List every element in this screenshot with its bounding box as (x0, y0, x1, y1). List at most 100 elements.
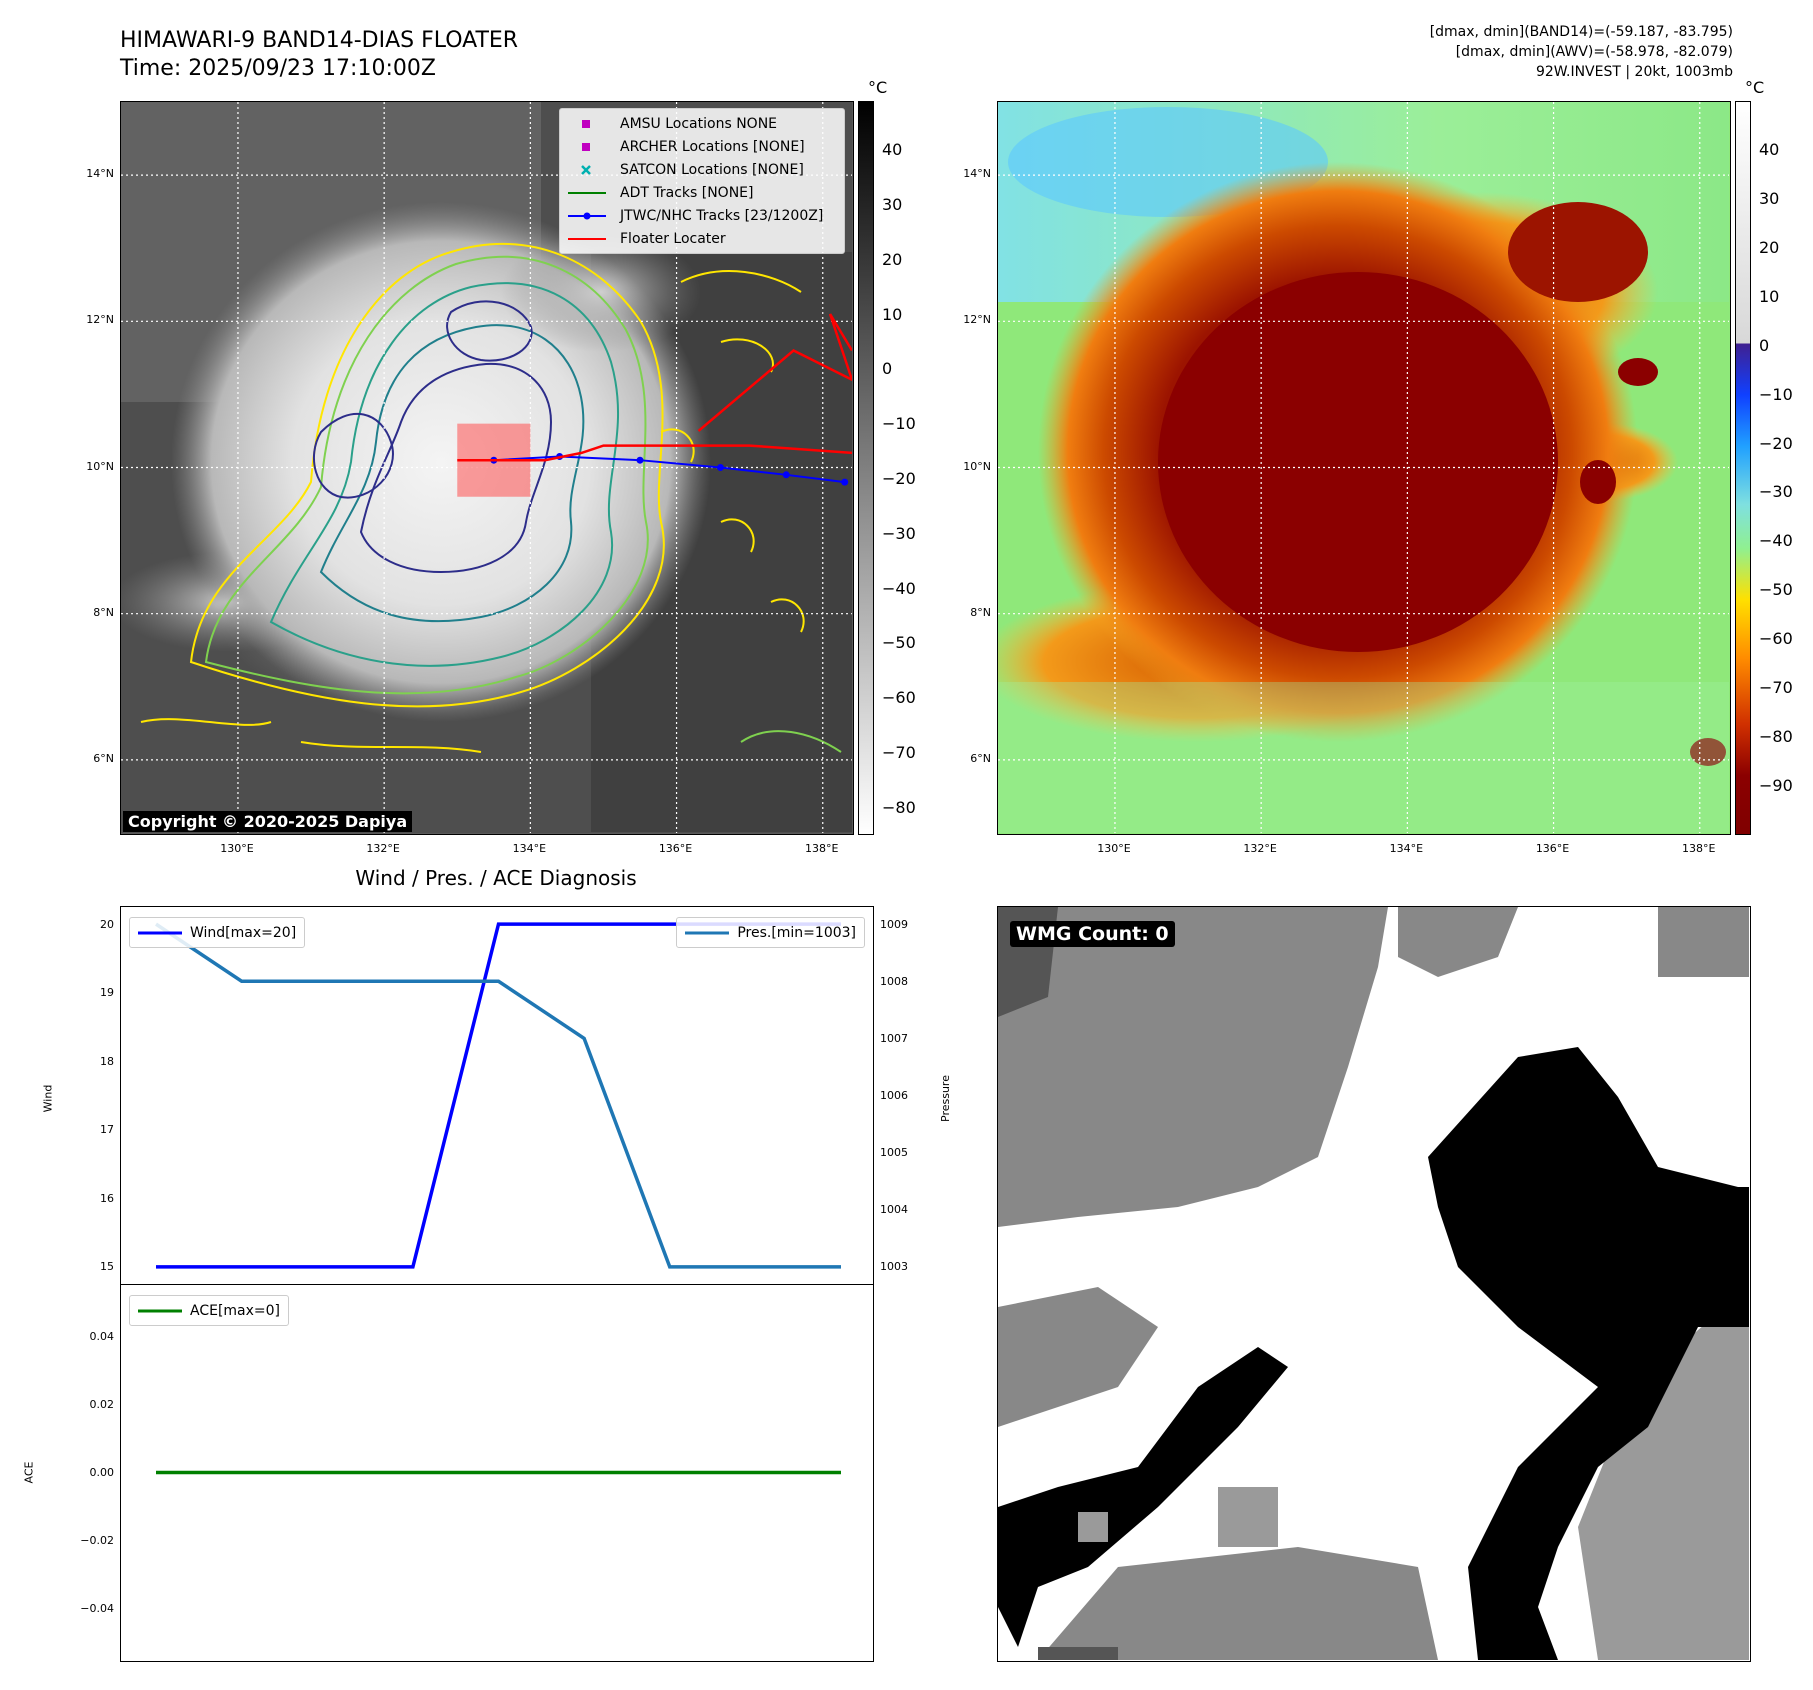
chart-title: HIMAWARI-9 BAND14-DIAS FLOATER (120, 28, 519, 53)
ir-legend-item-4: JTWC/NHC Tracks [23/1200Z] (560, 204, 844, 227)
ir-lon-tick-0: 130°E (220, 842, 254, 855)
awv-colorbar-tick-7: −30 (1759, 482, 1793, 502)
wind-pressure-panel: Wind[max=20] Pres.[min=1003] (120, 906, 874, 1286)
ir-colorbar-tick-1: 30 (882, 195, 903, 215)
ir-legend-label-5: Floater Locater (620, 230, 726, 247)
ace-legend-line (138, 1309, 182, 1312)
awv-colorbar-tick-11: −70 (1759, 678, 1793, 698)
ir-lon-tick-3: 136°E (658, 842, 693, 855)
ir-legend-item-2: SATCON Locations [NONE] (560, 158, 844, 181)
jtwc-track-point-3 (716, 464, 724, 471)
jtwc-track-line (493, 455, 845, 484)
awv-colorbar-tick-4: 0 (1759, 335, 1770, 355)
awv-colorbar-tick-10: −60 (1759, 629, 1793, 649)
ir-legend-marker-5 (568, 237, 606, 240)
ace-panel: ACE[max=0] (120, 1284, 874, 1662)
ir-colorbar-tick-0: 40 (882, 140, 903, 160)
ir-legend-label-0: AMSU Locations NONE (620, 115, 778, 132)
floater-track-line (457, 444, 852, 462)
awv-lon-tick-3: 136°E (1535, 842, 1570, 855)
awv-lon-tick-1: 132°E (1243, 842, 1277, 855)
ir-colorbar-tick-11: −70 (882, 742, 916, 762)
wind-tick-3: 17 (100, 1123, 114, 1137)
wind-tick-1: 19 (100, 986, 114, 1000)
pressure-axis-label: Pressure (938, 1075, 952, 1122)
ir-lat-tick-2: 10°N (86, 459, 114, 473)
pressure-series-line (155, 922, 841, 1269)
ace-legend: ACE[max=0] (129, 1295, 290, 1326)
pressure-tick-5: 1004 (880, 1203, 908, 1217)
ir-colorbar-tick-9: −50 (882, 633, 916, 653)
ir-legend-item-3: ADT Tracks [NONE] (560, 181, 844, 204)
awv-colorbar-unit: °C (1745, 78, 1765, 97)
ir-legend-marker-4 (568, 212, 606, 219)
wind-legend-label: Wind[max=20] (190, 924, 297, 941)
awv-colorbar-tick-9: −50 (1759, 580, 1793, 600)
awv-lon-tick-4: 138°E (1682, 842, 1716, 855)
wmg-imagery (998, 907, 1749, 1660)
ir-legend-marker-1 (582, 142, 590, 151)
awv-lat-tick-3: 8°N (970, 605, 991, 619)
wind-tick-5: 15 (100, 1260, 114, 1274)
ir-lon-tick-1: 132°E (366, 842, 400, 855)
ir-colorbar-tick-8: −40 (882, 578, 916, 598)
jtwc-track-point-5 (841, 478, 849, 486)
awv-panel (997, 101, 1731, 835)
awv-colorbar-tick-13: −90 (1759, 776, 1793, 796)
ir-lat-tick-4: 6°N (93, 751, 114, 765)
awv-colorbar-tick-3: 10 (1759, 286, 1780, 306)
pressure-tick-4: 1005 (880, 1146, 908, 1160)
ace-tick-0: 0.04 (89, 1329, 115, 1343)
copyright-label: Copyright © 2020-2025 Dapiya (123, 811, 413, 832)
chart-time: Time: 2025/09/23 17:10:00Z (120, 56, 436, 81)
ir-legend-item-0: AMSU Locations NONE (560, 112, 844, 135)
wmg-count-badge: WMG Count: 0 (1010, 921, 1175, 947)
ace-tick-4: −0.04 (80, 1602, 114, 1616)
ir-legend-label-1: ARCHER Locations [NONE] (620, 138, 805, 155)
ir-colorbar-tick-12: −80 (882, 797, 916, 817)
ir-lon-tick-4: 138°E (805, 842, 839, 855)
floater-track-branch (697, 313, 852, 432)
ir-colorbar-tick-4: 0 (882, 359, 893, 379)
ir-colorbar-tick-2: 20 (882, 249, 903, 269)
jtwc-track-point-4 (782, 471, 790, 479)
ir-satellite-panel: AMSU Locations NONE ARCHER Locations [NON… (120, 101, 854, 835)
ir-colorbar-tick-10: −60 (882, 688, 916, 708)
ace-plot (156, 1470, 841, 1475)
ir-lat-tick-3: 8°N (93, 605, 114, 619)
awv-lat-tick-0: 14°N (963, 167, 991, 181)
awv-lat-tick-1: 12°N (963, 313, 991, 327)
awv-colorbar-tick-5: −10 (1759, 384, 1793, 404)
ace-tick-3: −0.02 (80, 1534, 114, 1548)
ir-legend: AMSU Locations NONE ARCHER Locations [NON… (559, 108, 845, 254)
storm-info: 92W.INVEST | 20kt, 1003mb (1535, 64, 1733, 80)
wind-tick-0: 20 (100, 917, 114, 931)
pressure-tick-6: 1003 (880, 1260, 908, 1274)
awv-colorbar-tick-0: 40 (1759, 139, 1780, 159)
pressure-tick-0: 1009 (880, 917, 908, 931)
ir-legend-label-3: ADT Tracks [NONE] (620, 184, 754, 201)
ace-legend-label: ACE[max=0] (190, 1302, 281, 1319)
wind-pressure-plot (155, 922, 841, 1269)
ir-legend-item-5: Floater Locater (560, 227, 844, 250)
ir-colorbar-tick-3: 10 (882, 304, 903, 324)
ir-lat-tick-1: 12°N (86, 313, 114, 327)
pressure-tick-3: 1006 (880, 1089, 908, 1102)
wind-series-line (156, 922, 841, 1269)
pressure-legend-line (685, 931, 730, 934)
wind-axis-label: Wind (41, 1084, 55, 1113)
dmax-dmin-awv: [dmax, dmin](AWV)=(-58.978, -82.079) (1455, 44, 1733, 60)
pressure-tick-2: 1007 (880, 1031, 908, 1045)
awv-colorbar (1735, 101, 1751, 835)
ir-lat-tick-0: 14°N (86, 167, 114, 181)
awv-colorbar-tick-1: 30 (1759, 188, 1780, 208)
awv-lon-tick-0: 130°E (1097, 842, 1131, 855)
ir-colorbar (858, 101, 874, 835)
ir-colorbar-tick-5: −10 (882, 414, 916, 434)
pressure-legend-label: Pres.[min=1003] (737, 924, 856, 941)
awv-lon-tick-2: 134°E (1389, 842, 1424, 855)
wmg-panel: WMG Count: 0 (997, 906, 1751, 1662)
ace-axis-label: ACE (22, 1461, 36, 1484)
ir-colorbar-unit: °C (868, 78, 888, 97)
wind-legend-line (138, 931, 182, 934)
